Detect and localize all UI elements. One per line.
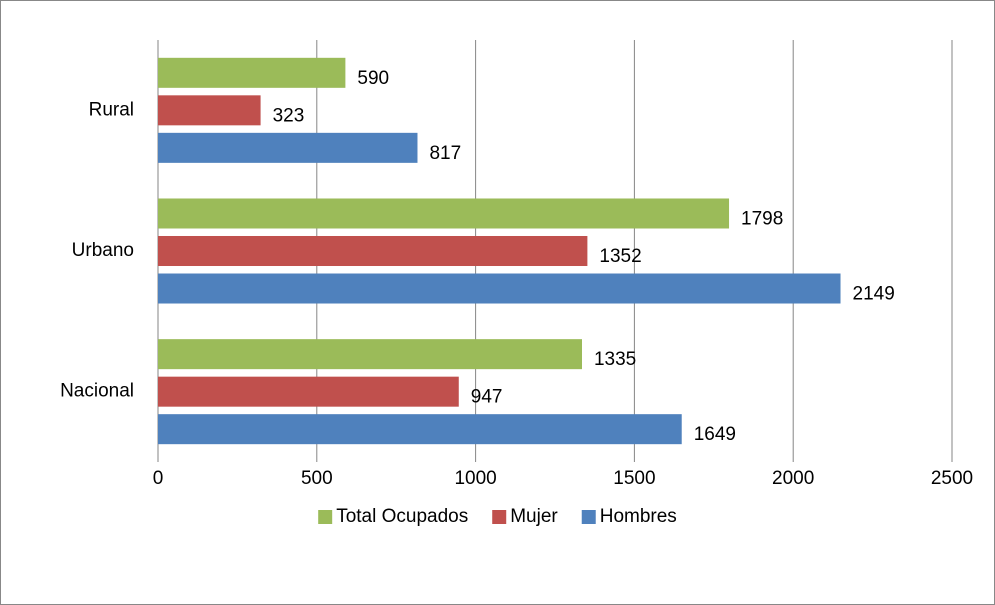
data-label: 2149 <box>853 284 895 305</box>
legend-label: Hombres <box>600 506 677 527</box>
legend-swatch <box>581 510 596 524</box>
bar <box>158 414 682 445</box>
bar <box>158 95 261 126</box>
data-label: 323 <box>273 105 305 126</box>
bar <box>158 57 346 88</box>
x-tick-label: 2000 <box>772 468 814 489</box>
bar <box>158 376 459 407</box>
legend-swatch <box>318 510 333 524</box>
data-label: 947 <box>471 387 503 408</box>
legend-label: Total Ocupados <box>336 506 468 527</box>
data-label: 590 <box>357 68 389 89</box>
data-label: 817 <box>429 143 461 164</box>
bar <box>158 132 418 163</box>
y-tick-label: Rural <box>89 99 134 120</box>
y-tick-label: Nacional <box>60 381 134 402</box>
bar <box>158 339 582 370</box>
y-tick-label: Urbano <box>72 240 134 261</box>
bar <box>158 273 841 304</box>
bar <box>158 235 588 267</box>
data-label: 1352 <box>599 246 641 267</box>
x-tick-label: 0 <box>153 468 164 489</box>
data-label: 1798 <box>741 209 783 230</box>
x-tick-label: 2500 <box>931 468 973 489</box>
x-tick-label: 500 <box>301 468 333 489</box>
bar <box>158 198 730 229</box>
x-tick-label: 1500 <box>613 468 655 489</box>
legend-label: Mujer <box>510 506 558 527</box>
legend-swatch <box>492 510 507 524</box>
data-label: 1335 <box>594 349 636 370</box>
x-tick-label: 1000 <box>454 468 496 489</box>
data-label: 1649 <box>694 424 736 445</box>
